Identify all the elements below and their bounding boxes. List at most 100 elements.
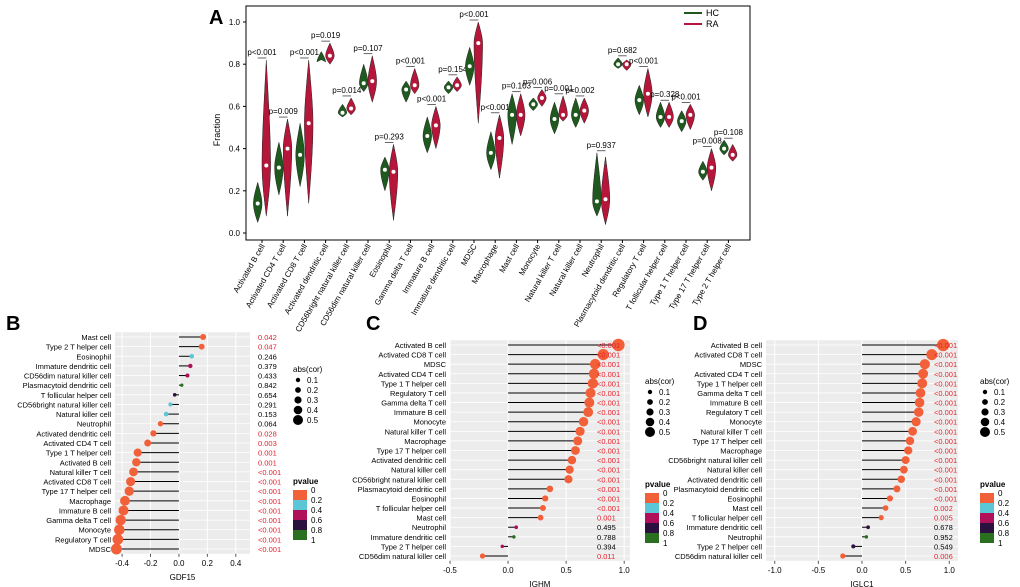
pvalue-label: <0.001	[597, 351, 620, 360]
color-legend-label: 0.4	[311, 506, 323, 515]
lollipop-dot	[537, 514, 544, 521]
pvalue-label: p=0.154	[438, 65, 468, 74]
pvalue-label: p<0.001	[247, 48, 277, 57]
size-legend-label: 0.1	[307, 376, 319, 385]
y-tick-label: 0.6	[229, 102, 241, 111]
violin-median-point	[349, 106, 354, 111]
lollipop-dot	[612, 338, 625, 352]
lollipop-dot	[905, 436, 915, 446]
pvalue-label: <0.001	[934, 475, 957, 484]
violin-median-point	[298, 152, 303, 157]
violin	[401, 80, 411, 103]
violin	[337, 103, 348, 118]
pvalue-label: 0.153	[258, 410, 277, 419]
panel-b: Mast cell 0.042 Type 2 T helper cell 0.047 E…	[17, 332, 323, 582]
category-label: Gamma delta T cell	[381, 399, 446, 408]
category-label: Immature B cell	[394, 408, 446, 417]
color-legend-label: 1	[998, 539, 1003, 548]
pvalue-label: p=0.001	[544, 84, 574, 93]
panel-c: Activated B cell <0.001 Activated CD8 T ce…	[352, 338, 675, 587]
category-label: Neutrophil	[728, 533, 763, 542]
x-tick-label: 1.0	[944, 566, 956, 575]
lollipop-dot	[937, 338, 950, 352]
violin-median-point	[285, 146, 290, 151]
x-tick-label: -0.5	[811, 566, 825, 575]
pvalue-label: 0.003	[258, 439, 277, 448]
size-legend-dot	[295, 387, 301, 393]
size-legend-label: 0.4	[994, 418, 1006, 427]
pvalue-label: <0.001	[597, 360, 620, 369]
category-label: Activated B cell	[60, 458, 112, 467]
violin	[486, 130, 496, 171]
pvalue-label: <0.001	[597, 341, 620, 350]
category-label: Natural killer T cell	[385, 427, 447, 436]
size-legend-label: 0.3	[307, 396, 319, 405]
pvalue-label: p<0.001	[459, 10, 489, 19]
lollipop-dot	[132, 458, 141, 467]
violin	[282, 119, 293, 217]
category-label: Plasmacytoid dendritic cell	[358, 485, 447, 494]
violin-median-point	[679, 119, 684, 124]
lollipop-dot	[908, 426, 918, 436]
lollipop-dot	[157, 421, 164, 427]
x-axis-title: IGLC1	[850, 580, 874, 587]
pvalue-label: <0.001	[934, 399, 957, 408]
category-label: Type 2 T helper cell	[381, 542, 447, 551]
pvalue-label: <0.001	[258, 516, 281, 525]
lollipop-dot	[917, 378, 928, 389]
violin-median-point	[391, 169, 396, 174]
violin-median-point	[722, 146, 727, 151]
pvalue-label: p<0.001	[629, 56, 659, 65]
pvalue-label: <0.001	[934, 408, 957, 417]
pvalue-label: <0.001	[258, 487, 281, 496]
color-legend-swatch	[293, 490, 307, 500]
pvalue-label: <0.001	[597, 475, 620, 484]
violin	[685, 103, 695, 131]
category-label: Regulatory T cell	[390, 389, 446, 398]
color-legend-label: 0.6	[311, 516, 323, 525]
category-label: Activated CD8 T cell	[43, 478, 111, 487]
category-label: CD56dim natural killer cell	[24, 372, 111, 381]
color-legend-swatch	[293, 520, 307, 530]
violin-median-point	[573, 112, 578, 117]
color-legend-label: 0.8	[311, 526, 323, 535]
size-legend-label: 0.1	[659, 388, 671, 397]
category-label: Immature B cell	[59, 506, 111, 515]
category-label: Regulatory T cell	[706, 408, 762, 417]
violin	[494, 114, 505, 179]
violin-median-point	[370, 79, 375, 84]
size-legend-dot	[647, 389, 653, 395]
category-label: T follicular helper cell	[376, 504, 447, 513]
color-legend-swatch	[645, 533, 659, 543]
lollipop-dot	[133, 448, 142, 457]
violin-median-point	[488, 150, 493, 155]
pvalue-label: p=0.002	[565, 86, 595, 95]
category-label: Activated dendritic cell	[371, 456, 446, 465]
violin	[359, 63, 369, 93]
pvalue-label: 0.001	[258, 449, 277, 458]
lollipop-dot	[129, 467, 138, 477]
lollipop-dot	[901, 456, 910, 465]
pvalue-label: <0.001	[597, 485, 620, 494]
lollipop-dot	[919, 359, 930, 370]
pvalue-label: 0.495	[597, 523, 616, 532]
pvalue-label: <0.001	[934, 418, 957, 427]
x-tick-label: 0.4	[230, 559, 242, 568]
category-label: MDSC	[89, 545, 112, 554]
violin-median-point	[467, 64, 472, 69]
pvalue-label: <0.001	[258, 535, 281, 544]
violin	[316, 51, 326, 63]
pvalue-label: <0.001	[258, 468, 281, 477]
pvalue-label: <0.001	[934, 341, 957, 350]
violin-median-point	[433, 123, 438, 128]
color-legend-swatch	[645, 513, 659, 523]
x-tick-label: 0.5	[900, 566, 912, 575]
violin-median-point	[510, 112, 515, 117]
violin-median-point	[404, 87, 409, 92]
pvalue-label: 0.011	[597, 552, 615, 561]
lollipop-dot	[915, 388, 926, 398]
size-legend-label: 0.2	[659, 398, 671, 407]
category-label: CD56bright natural killer cell	[17, 400, 111, 409]
legend-ra-label: RA	[706, 19, 719, 29]
